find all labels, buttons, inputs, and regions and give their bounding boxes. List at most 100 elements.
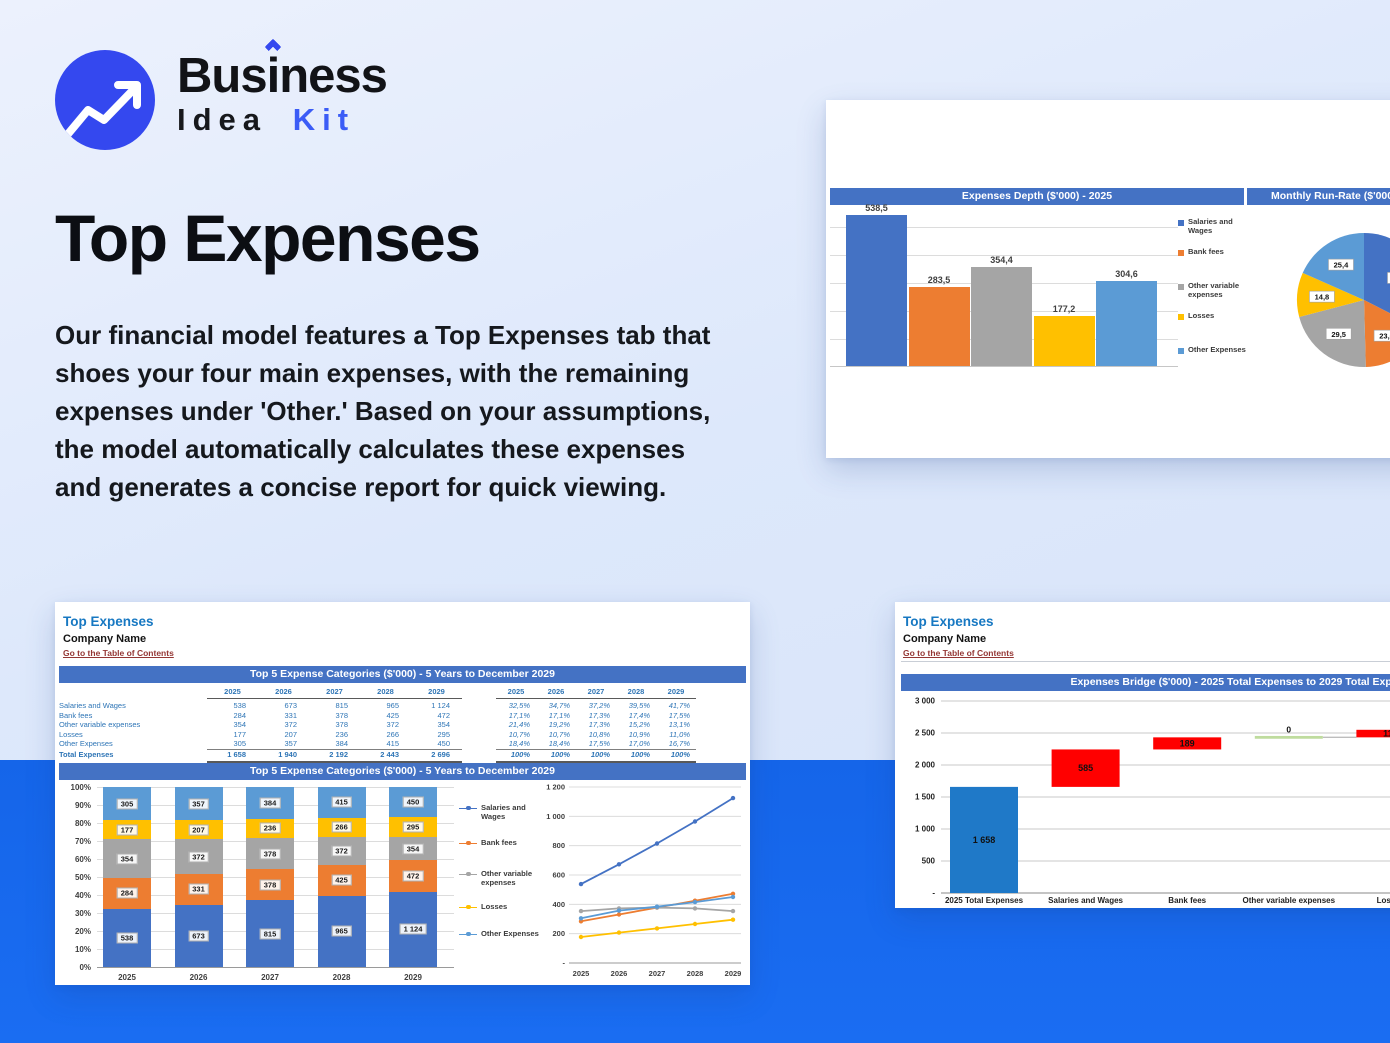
segment-data-label: 425 xyxy=(331,874,352,886)
gridline xyxy=(830,254,1178,256)
x-tick-label: 2028 xyxy=(687,969,704,978)
segment-data-label: 378 xyxy=(259,879,281,891)
y-tick-label: - xyxy=(932,889,935,898)
value-cell: 2 696 xyxy=(411,749,462,763)
value-cell: 425 xyxy=(386,710,399,720)
value-cell: 450 xyxy=(411,739,462,750)
chart-banner-monthly-run-rate: Monthly Run-Rate ($'000) - 2025 xyxy=(1247,188,1390,205)
bar-data-label: 354,4 xyxy=(990,254,1013,265)
segment-data-label: 236 xyxy=(259,822,281,834)
year-header: 2025 xyxy=(207,686,258,699)
percent-cell: 17,5% xyxy=(576,739,616,750)
legend-label: Salaries and Wages xyxy=(481,803,526,821)
value-cell: 378 xyxy=(335,710,348,720)
table-of-contents-link[interactable]: Go to the Table of Contents xyxy=(63,648,174,658)
percent-cell: 32,5% xyxy=(508,701,530,710)
legend-line-marker-icon xyxy=(459,930,477,939)
data-point xyxy=(692,921,698,927)
percent-cell: 17,5% xyxy=(668,710,690,720)
segment-data-label: 284 xyxy=(116,887,138,899)
chart-banner-expenses-bridge: Expenses Bridge ($'000) - 2025 Total Exp… xyxy=(901,674,1390,691)
segment-data-label: 372 xyxy=(188,851,209,863)
data-point xyxy=(730,795,736,801)
chart-legend: Salaries and Wages Bank fees Other variabl… xyxy=(459,803,539,964)
page-title: Top Expenses xyxy=(55,201,481,275)
brand-idea: Idea xyxy=(177,102,268,137)
percent-cell: 11,0% xyxy=(669,729,690,739)
screenshot-card-expenses-depth: Expenses Depth ($'000) - 2025 Monthly Ru… xyxy=(826,100,1390,458)
brand-name-top: Busi ness xyxy=(177,38,388,103)
column-gap xyxy=(462,720,496,730)
percent-cell: 10,7% xyxy=(548,729,570,739)
y-tick-label: 800 xyxy=(552,841,565,850)
pie-slice xyxy=(1364,233,1390,314)
y-tick-label: 1 000 xyxy=(546,812,565,821)
value-cell: 2 443 xyxy=(360,749,411,763)
pie-data-label: 29,5 xyxy=(1331,330,1346,339)
value-cell: 1 940 xyxy=(258,749,309,763)
table-row: Bank fees 284 331 378 425 472 17,1% 17,1% 17,3% 1… xyxy=(59,711,746,721)
zero-bar xyxy=(1254,735,1323,739)
legend-label: Other variable expenses xyxy=(1188,281,1240,299)
stacked-bar-chart-top5: 0% 10% 20% 30% 40% 50% 60% 70% 80% 90% 100% 538 284 3… xyxy=(59,782,459,985)
value-cell: 372 xyxy=(284,720,297,730)
table-row: Salaries and Wages 538 673 815 965 1 124 32,5%… xyxy=(59,701,746,711)
segment-data-label: 372 xyxy=(331,845,352,857)
brand-logo: Busi ness Idea Kit xyxy=(55,38,388,150)
value-cell: 284 xyxy=(233,710,246,720)
table-row: Other variable expenses 354 372 378 372 354 21… xyxy=(59,720,746,730)
data-point xyxy=(730,894,736,900)
bar-data-label: 304,6 xyxy=(1115,268,1138,279)
series-line xyxy=(580,797,734,885)
row-label: Salaries and Wages xyxy=(59,701,126,710)
data-point xyxy=(730,917,736,922)
percent-cell: 100% xyxy=(576,749,616,763)
data-point xyxy=(730,908,736,914)
year-header: 2029 xyxy=(411,686,462,699)
bar-data-label: 189 xyxy=(1180,738,1195,748)
value-cell: 207 xyxy=(284,729,297,739)
value-cell: 538 xyxy=(233,701,246,710)
value-cell: 815 xyxy=(335,701,348,710)
value-cell: 177 xyxy=(233,729,246,739)
bar-data-label: 118 xyxy=(1383,729,1390,739)
y-tick-label: 10% xyxy=(74,944,91,954)
legend-label: Other variable expenses xyxy=(481,869,533,887)
line-chart-top5: - 200 400 600 800 1 000 1 200 2025 2026 2027 2028 2… xyxy=(533,782,747,992)
row-label: Total Expenses xyxy=(59,749,114,759)
percent-cell: 16,7% xyxy=(656,739,696,750)
percent-cell: 34,7% xyxy=(548,701,570,710)
pie-data-label-box xyxy=(1309,290,1335,303)
bar-data-label: 1 658 xyxy=(973,835,996,845)
brand-text: i xyxy=(266,49,281,103)
gridline xyxy=(830,226,1178,228)
data-point xyxy=(578,934,584,940)
table-of-contents-link[interactable]: Go to the Table of Contents xyxy=(903,648,1014,658)
value-cell: 331 xyxy=(284,710,297,720)
pie-data-label-box xyxy=(1328,258,1354,271)
brand-wordmark: Busi ness Idea Kit xyxy=(177,38,388,138)
segment-data-label: 415 xyxy=(331,796,352,808)
segment-data-label: 354 xyxy=(402,843,424,855)
data-point xyxy=(654,926,660,931)
data-point xyxy=(616,908,622,913)
data-point xyxy=(578,881,584,887)
percent-cell: 17,1% xyxy=(548,710,570,720)
brand-i-with-caret: i xyxy=(264,38,282,103)
x-tick-label: 2025 xyxy=(573,969,590,978)
screenshot-card-expenses-bridge: Top Expenses Company Name Go to the Tabl… xyxy=(895,602,1390,908)
y-tick-label: 1 500 xyxy=(915,793,936,802)
x-category-label: Other variable expenses xyxy=(1243,896,1336,905)
x-category-label: Losses xyxy=(1377,896,1390,905)
legend-line-marker-icon xyxy=(459,839,477,848)
segment-data-label: 450 xyxy=(402,796,424,808)
legend-label: Losses xyxy=(1188,311,1215,320)
year-header: 2026 xyxy=(258,686,309,699)
y-tick-label: 20% xyxy=(74,926,91,936)
percent-cell: 13,1% xyxy=(668,720,690,730)
screenshot-card-top5-categories: Top Expenses Company Name Go to the Tabl… xyxy=(55,602,750,985)
y-tick-label: 3 000 xyxy=(915,697,936,706)
waterfall-bar xyxy=(1051,749,1120,787)
percent-cell: 18,4% xyxy=(496,739,536,750)
year-header: 2028 xyxy=(616,686,656,699)
